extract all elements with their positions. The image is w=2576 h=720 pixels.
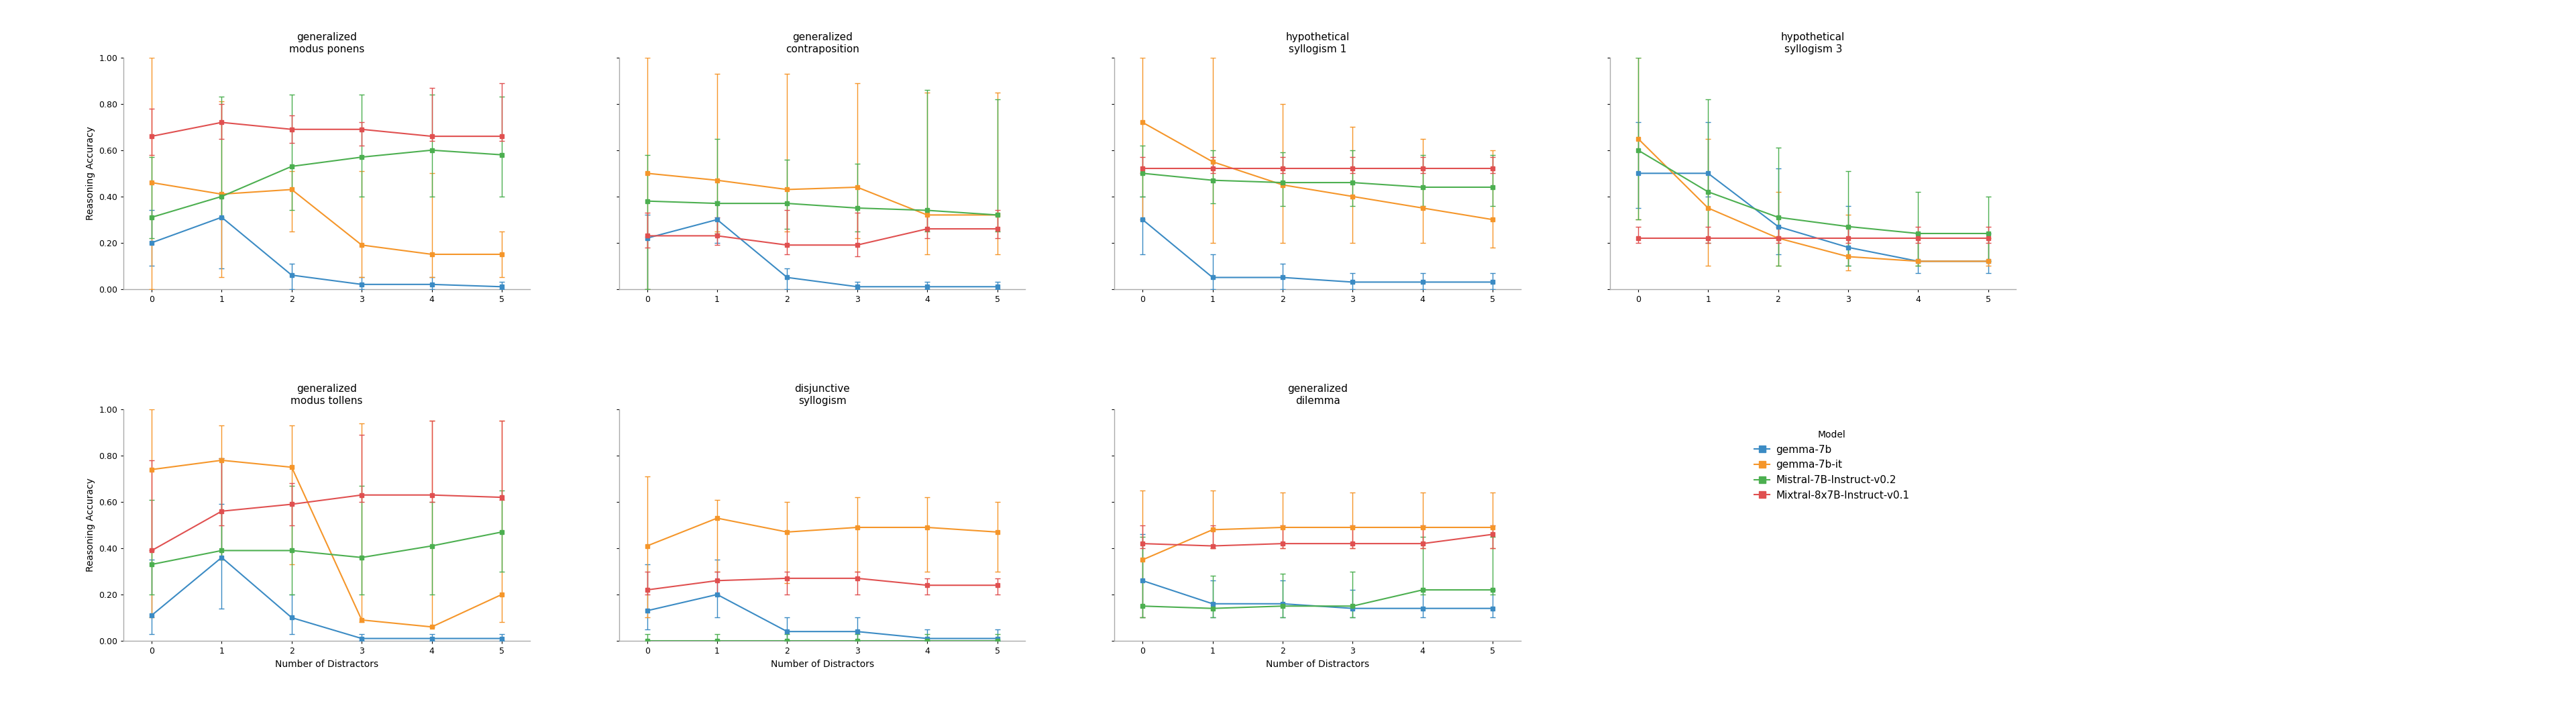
Title: generalized
dilemma: generalized dilemma	[1288, 384, 1347, 406]
Y-axis label: Reasoning Accuracy: Reasoning Accuracy	[85, 478, 95, 572]
Y-axis label: Reasoning Accuracy: Reasoning Accuracy	[85, 127, 95, 220]
Title: generalized
contraposition: generalized contraposition	[786, 32, 858, 54]
Legend: gemma-7b, gemma-7b-it, Mistral-7B-Instruct-v0.2, Mixtral-8x7B-Instruct-v0.1: gemma-7b, gemma-7b-it, Mistral-7B-Instru…	[1749, 426, 1914, 505]
Title: generalized
modus tollens: generalized modus tollens	[291, 384, 363, 406]
Title: hypothetical
syllogism 3: hypothetical syllogism 3	[1780, 32, 1844, 54]
X-axis label: Number of Distractors: Number of Distractors	[276, 660, 379, 669]
Title: generalized
modus ponens: generalized modus ponens	[289, 32, 363, 54]
X-axis label: Number of Distractors: Number of Distractors	[1265, 660, 1370, 669]
Title: disjunctive
syllogism: disjunctive syllogism	[793, 384, 850, 406]
Title: hypothetical
syllogism 1: hypothetical syllogism 1	[1285, 32, 1350, 54]
X-axis label: Number of Distractors: Number of Distractors	[770, 660, 873, 669]
